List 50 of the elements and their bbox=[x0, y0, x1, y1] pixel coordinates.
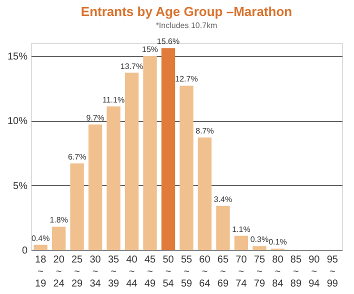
data-label: 13.7% bbox=[120, 62, 144, 71]
x-tick-label: 25 ~ 29 bbox=[71, 254, 84, 290]
data-label: 8.7% bbox=[196, 126, 214, 136]
x-tick-label: 30 ~ 34 bbox=[90, 254, 102, 290]
data-label: 0.1% bbox=[268, 238, 287, 247]
y-tick-label: 10% bbox=[7, 116, 28, 128]
bar bbox=[234, 236, 248, 250]
data-label: 6.7% bbox=[68, 152, 86, 162]
x-tick-label: 55 ~ 59 bbox=[180, 254, 192, 290]
x-tick-label: 70 ~ 74 bbox=[236, 254, 248, 290]
data-label: 15.6% bbox=[156, 37, 180, 46]
data-label: 0.3% bbox=[250, 235, 269, 244]
data-label: 15% bbox=[142, 44, 158, 54]
bar bbox=[106, 106, 120, 250]
data-label: 12.7% bbox=[175, 74, 198, 84]
bar bbox=[88, 124, 102, 250]
x-tick-label: 60 ~ 64 bbox=[199, 254, 211, 290]
y-tick-label: 5% bbox=[13, 180, 28, 192]
x-tick-label: 50 ~ 54 bbox=[162, 254, 174, 290]
x-tick-label: 20 ~ 24 bbox=[53, 254, 65, 290]
x-tick-label: 90 ~ 94 bbox=[308, 254, 320, 290]
x-tick-label: 65 ~ 69 bbox=[217, 254, 229, 290]
bar bbox=[180, 86, 194, 250]
x-tick-label: 18 ~ 19 bbox=[35, 254, 47, 290]
data-label: 9.7% bbox=[86, 114, 104, 123]
y-tick-label: 15% bbox=[7, 51, 28, 62]
bar bbox=[34, 244, 48, 250]
x-tick-label: 40 ~ 44 bbox=[126, 254, 138, 290]
x-tick-label: 35 ~ 39 bbox=[108, 254, 120, 290]
bar bbox=[252, 246, 266, 250]
bar bbox=[161, 48, 176, 250]
data-label: 3.4% bbox=[214, 195, 232, 204]
y-tick-label: 0 bbox=[22, 246, 28, 256]
data-label: 11.1% bbox=[102, 95, 125, 104]
bar bbox=[216, 206, 230, 250]
x-tick-label: 85 ~ 89 bbox=[290, 254, 302, 290]
bar bbox=[124, 72, 139, 250]
data-label: 1.1% bbox=[232, 224, 250, 234]
chart-subtitle: *Includes 10.7km bbox=[156, 21, 218, 30]
data-label: 1.8% bbox=[50, 216, 68, 225]
bar bbox=[52, 226, 66, 250]
bar bbox=[143, 56, 157, 250]
bar bbox=[198, 137, 212, 250]
bar bbox=[70, 163, 84, 250]
x-tick-label: 95 ~ 99 bbox=[326, 254, 338, 290]
data-label: 0.4% bbox=[31, 234, 50, 243]
chart-title: Entrants by Age Group –Marathon bbox=[80, 4, 292, 20]
x-tick-label: 80 ~ 84 bbox=[272, 254, 284, 290]
x-tick-label: 45 ~ 49 bbox=[144, 254, 156, 290]
x-tick-label: 75 ~ 79 bbox=[254, 254, 266, 290]
